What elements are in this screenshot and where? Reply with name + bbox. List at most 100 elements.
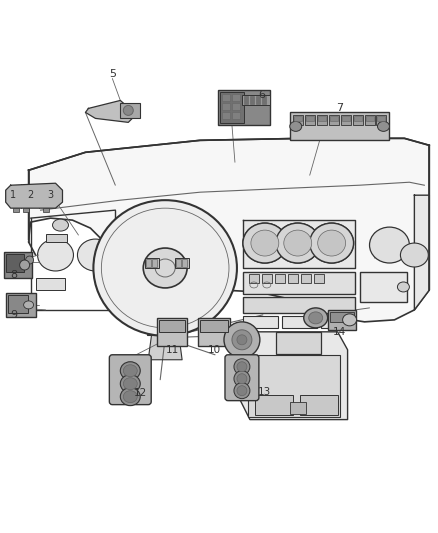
Text: 2: 2 bbox=[28, 190, 34, 200]
Bar bbox=[232, 112, 240, 119]
Bar bbox=[248, 355, 339, 417]
Text: 14: 14 bbox=[333, 327, 346, 337]
Bar bbox=[244, 96, 248, 104]
Bar bbox=[112, 358, 148, 402]
Bar bbox=[293, 116, 303, 125]
Text: 6: 6 bbox=[258, 91, 265, 100]
Bar bbox=[275, 274, 285, 283]
Bar bbox=[290, 112, 389, 140]
Polygon shape bbox=[240, 332, 348, 419]
Text: 11: 11 bbox=[166, 345, 179, 355]
Ellipse shape bbox=[20, 260, 30, 270]
Bar bbox=[321, 316, 353, 328]
Ellipse shape bbox=[310, 223, 353, 263]
Bar bbox=[256, 96, 260, 104]
Bar bbox=[262, 96, 266, 104]
Ellipse shape bbox=[232, 330, 252, 350]
Bar bbox=[120, 103, 140, 118]
Text: 12: 12 bbox=[134, 387, 147, 398]
Text: 5: 5 bbox=[109, 69, 116, 78]
Ellipse shape bbox=[124, 391, 137, 402]
Bar bbox=[46, 234, 67, 242]
Bar bbox=[175, 258, 189, 268]
Bar bbox=[378, 116, 385, 122]
Ellipse shape bbox=[93, 200, 237, 336]
Text: 1: 1 bbox=[10, 190, 16, 200]
Ellipse shape bbox=[25, 256, 34, 264]
Ellipse shape bbox=[143, 248, 187, 288]
Ellipse shape bbox=[237, 386, 247, 395]
Bar bbox=[222, 94, 230, 101]
Ellipse shape bbox=[24, 301, 34, 309]
Bar bbox=[330, 312, 353, 322]
Bar bbox=[6, 254, 24, 272]
Ellipse shape bbox=[251, 230, 279, 256]
Bar bbox=[157, 318, 187, 346]
Bar bbox=[330, 116, 338, 122]
Ellipse shape bbox=[234, 359, 250, 375]
Bar bbox=[146, 259, 151, 267]
Polygon shape bbox=[148, 330, 182, 360]
Ellipse shape bbox=[124, 378, 137, 390]
Ellipse shape bbox=[237, 362, 247, 372]
Ellipse shape bbox=[237, 335, 247, 345]
Ellipse shape bbox=[251, 230, 279, 256]
Bar bbox=[317, 116, 327, 125]
Bar bbox=[377, 116, 386, 125]
Ellipse shape bbox=[120, 375, 140, 393]
Bar bbox=[366, 116, 374, 122]
Bar bbox=[353, 116, 361, 122]
Ellipse shape bbox=[343, 314, 357, 326]
Bar bbox=[353, 116, 363, 125]
Bar bbox=[35, 278, 66, 290]
Bar bbox=[222, 112, 230, 119]
Ellipse shape bbox=[120, 387, 140, 406]
Bar bbox=[198, 318, 230, 346]
Ellipse shape bbox=[124, 106, 133, 116]
Bar bbox=[42, 208, 49, 212]
Bar bbox=[301, 274, 311, 283]
Bar bbox=[147, 310, 183, 335]
Polygon shape bbox=[414, 195, 429, 310]
Bar bbox=[342, 116, 350, 122]
Ellipse shape bbox=[53, 219, 68, 231]
Bar bbox=[243, 272, 355, 294]
Bar bbox=[341, 116, 350, 125]
Bar bbox=[243, 316, 278, 328]
Ellipse shape bbox=[78, 239, 113, 271]
Ellipse shape bbox=[224, 322, 260, 358]
Text: 10: 10 bbox=[208, 345, 221, 355]
Polygon shape bbox=[85, 100, 135, 123]
Bar bbox=[262, 274, 272, 283]
Bar bbox=[182, 259, 187, 267]
Bar bbox=[176, 259, 181, 267]
Ellipse shape bbox=[304, 308, 328, 328]
Ellipse shape bbox=[124, 365, 137, 377]
Bar bbox=[242, 95, 270, 106]
Bar bbox=[159, 320, 185, 332]
Bar bbox=[222, 103, 230, 110]
Bar bbox=[218, 91, 270, 125]
Bar bbox=[232, 94, 240, 101]
Ellipse shape bbox=[234, 371, 250, 386]
Polygon shape bbox=[243, 220, 355, 268]
Bar bbox=[282, 316, 317, 328]
Bar bbox=[4, 252, 32, 278]
Text: 13: 13 bbox=[258, 386, 272, 397]
Bar bbox=[328, 116, 339, 125]
Bar bbox=[13, 208, 19, 212]
Polygon shape bbox=[28, 139, 429, 322]
FancyBboxPatch shape bbox=[225, 355, 259, 401]
Ellipse shape bbox=[237, 374, 247, 384]
Bar bbox=[360, 272, 407, 302]
Ellipse shape bbox=[234, 383, 250, 399]
Bar bbox=[250, 96, 254, 104]
Bar bbox=[328, 310, 356, 330]
Bar bbox=[232, 103, 240, 110]
Bar bbox=[290, 402, 306, 414]
Bar bbox=[305, 116, 314, 125]
Ellipse shape bbox=[276, 223, 320, 263]
Text: 3: 3 bbox=[47, 190, 53, 200]
Ellipse shape bbox=[310, 223, 353, 263]
FancyBboxPatch shape bbox=[110, 355, 151, 405]
